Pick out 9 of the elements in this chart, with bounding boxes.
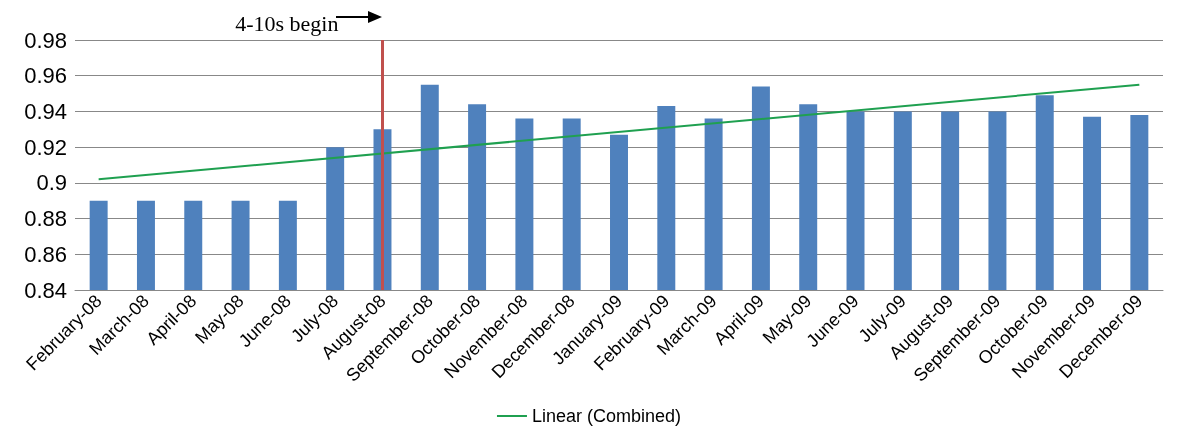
y-tick-label: 0.96	[24, 63, 67, 89]
ref-line-label: 4-10s begin	[235, 10, 339, 36]
y-tick-label: 0.98	[24, 27, 67, 53]
y-tick-label: 0.86	[24, 241, 67, 267]
legend-label: Linear (Combined)	[531, 406, 682, 426]
y-tick-label: 0.92	[24, 134, 67, 160]
y-tick-label: 0.94	[24, 98, 67, 124]
y-tick-label: 0.88	[24, 206, 67, 232]
y-tick-label: 0.9	[36, 170, 67, 196]
